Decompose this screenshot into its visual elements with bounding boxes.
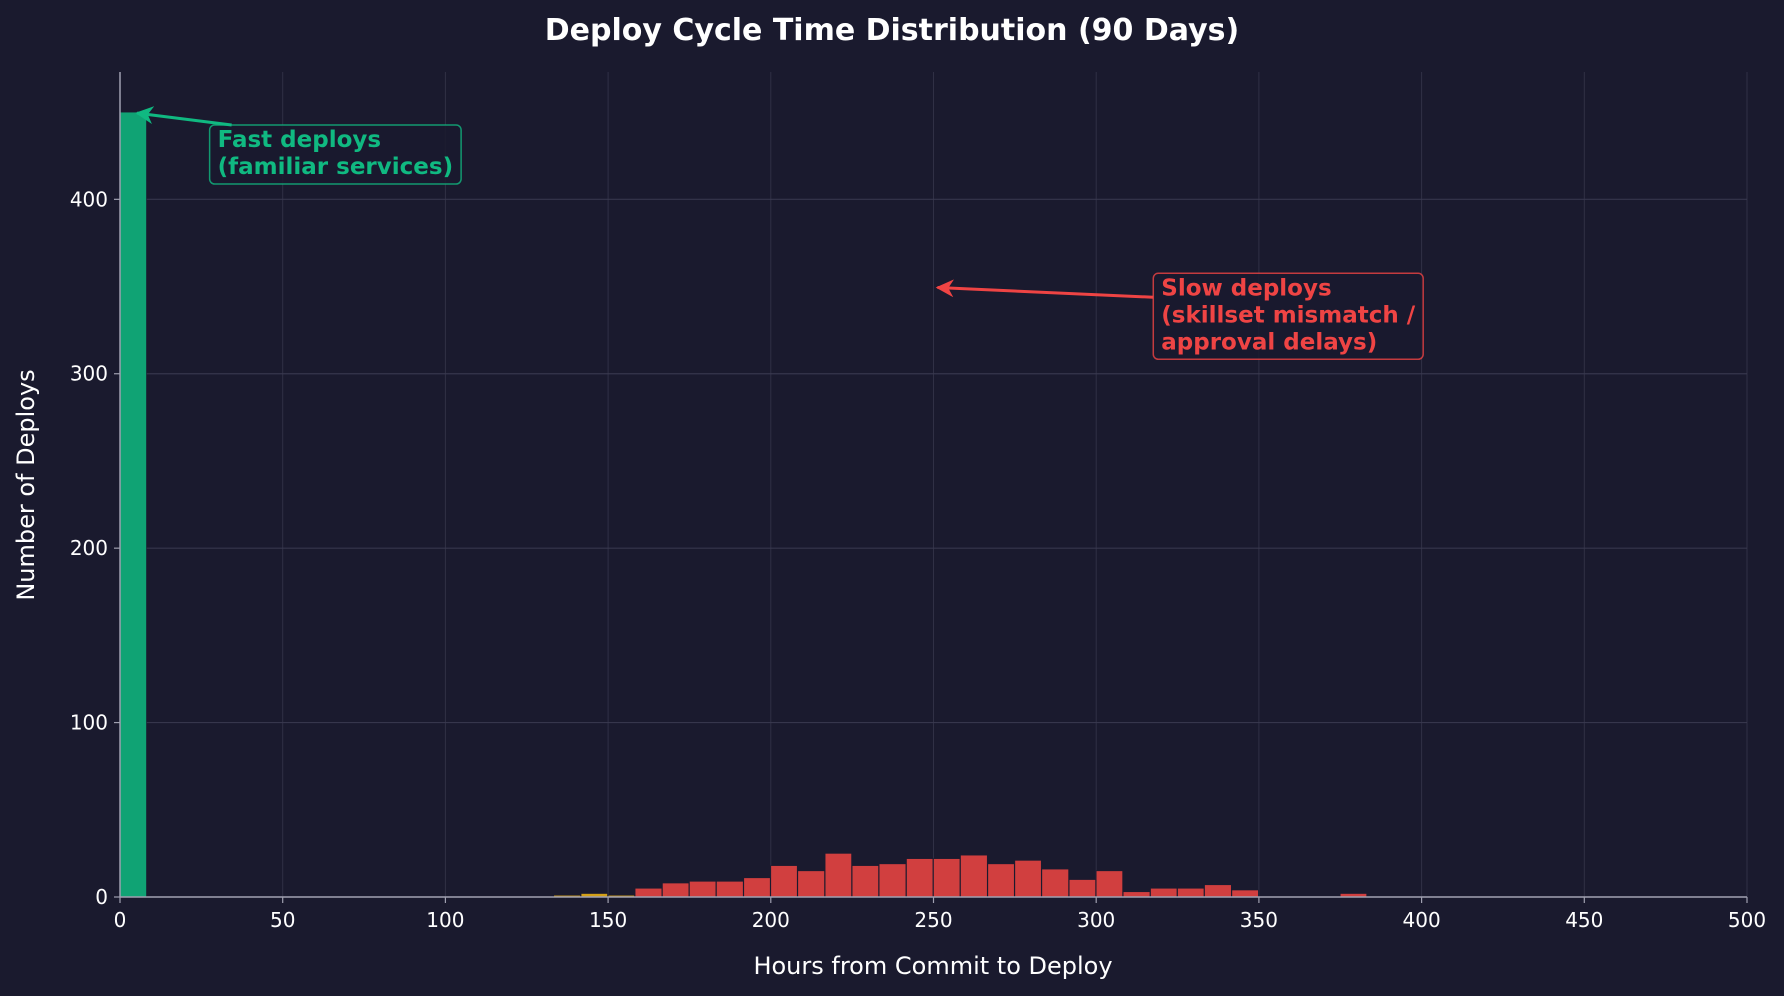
histogram-bar bbox=[119, 111, 147, 898]
histogram-bar bbox=[689, 881, 717, 898]
grid-lines bbox=[119, 72, 1748, 898]
annotation-text: Slow deploys bbox=[1161, 275, 1331, 301]
x-tick-label: 500 bbox=[1728, 908, 1766, 932]
histogram-bar bbox=[1095, 870, 1123, 898]
y-tick-label: 400 bbox=[70, 187, 108, 211]
histogram-bar bbox=[960, 854, 988, 898]
histogram-bar bbox=[1014, 860, 1042, 898]
histogram-bar bbox=[797, 870, 825, 898]
histogram-bar bbox=[824, 853, 852, 898]
annotation-arrow bbox=[135, 106, 232, 127]
annotation-text: Fast deploys bbox=[218, 127, 381, 153]
histogram-bar bbox=[878, 863, 907, 898]
x-tick-label: 150 bbox=[589, 908, 627, 932]
x-tick-label: 100 bbox=[426, 908, 464, 932]
annotation-box bbox=[208, 124, 462, 185]
annotation: Fast deploys(familiar services) bbox=[135, 106, 462, 185]
histogram-bar bbox=[634, 887, 663, 898]
histogram-bar bbox=[1122, 891, 1151, 898]
x-tick-label: 450 bbox=[1565, 908, 1603, 932]
histogram-bar bbox=[1177, 887, 1205, 898]
y-axis-label: Number of Deploys bbox=[12, 369, 40, 600]
tick-labels: 0 50 100 150 200 250 300 350 400 450 500 0 100 200 300… bbox=[70, 187, 1766, 932]
x-tick-label: 400 bbox=[1403, 908, 1441, 932]
histogram-bar bbox=[1231, 889, 1259, 898]
histogram-bars bbox=[119, 111, 1367, 898]
annotation-text: (familiar services) bbox=[218, 154, 453, 180]
annotation-arrow bbox=[935, 279, 1154, 299]
y-tick-label: 0 bbox=[95, 885, 108, 909]
histogram-bar bbox=[743, 877, 771, 898]
x-axis-label: Hours from Commit to Deploy bbox=[753, 952, 1112, 980]
x-tick-label: 350 bbox=[1240, 908, 1278, 932]
y-tick-label: 300 bbox=[70, 362, 108, 386]
y-tick-label: 200 bbox=[70, 536, 108, 560]
chart-title: Deploy Cycle Time Distribution (90 Days) bbox=[545, 13, 1239, 48]
annotation-text: (skillset mismatch / bbox=[1161, 302, 1415, 328]
x-tick-label: 0 bbox=[114, 908, 127, 932]
histogram-bar bbox=[906, 858, 934, 898]
histogram-bar bbox=[662, 882, 690, 898]
histogram-bar bbox=[1068, 879, 1096, 898]
histogram-bar bbox=[933, 858, 961, 898]
x-tick-label: 200 bbox=[752, 908, 790, 932]
annotation: Slow deploys(skillset mismatch /approval… bbox=[935, 272, 1424, 361]
x-tick-label: 300 bbox=[1077, 908, 1115, 932]
histogram-bar bbox=[1041, 868, 1069, 898]
x-tick-label: 50 bbox=[270, 908, 295, 932]
histogram-bar bbox=[716, 881, 744, 898]
histogram-bar bbox=[1150, 887, 1178, 898]
annotation-box bbox=[1152, 272, 1424, 361]
histogram-bar bbox=[987, 863, 1015, 898]
annotations: Fast deploys(familiar services) Slow depl… bbox=[135, 106, 1424, 361]
histogram-bar bbox=[1204, 884, 1232, 898]
annotation-text: approval delays) bbox=[1161, 329, 1377, 355]
histogram-bar bbox=[851, 865, 879, 898]
y-tick-label: 100 bbox=[70, 711, 108, 735]
histogram-bar bbox=[770, 865, 798, 898]
x-tick-label: 250 bbox=[914, 908, 952, 932]
